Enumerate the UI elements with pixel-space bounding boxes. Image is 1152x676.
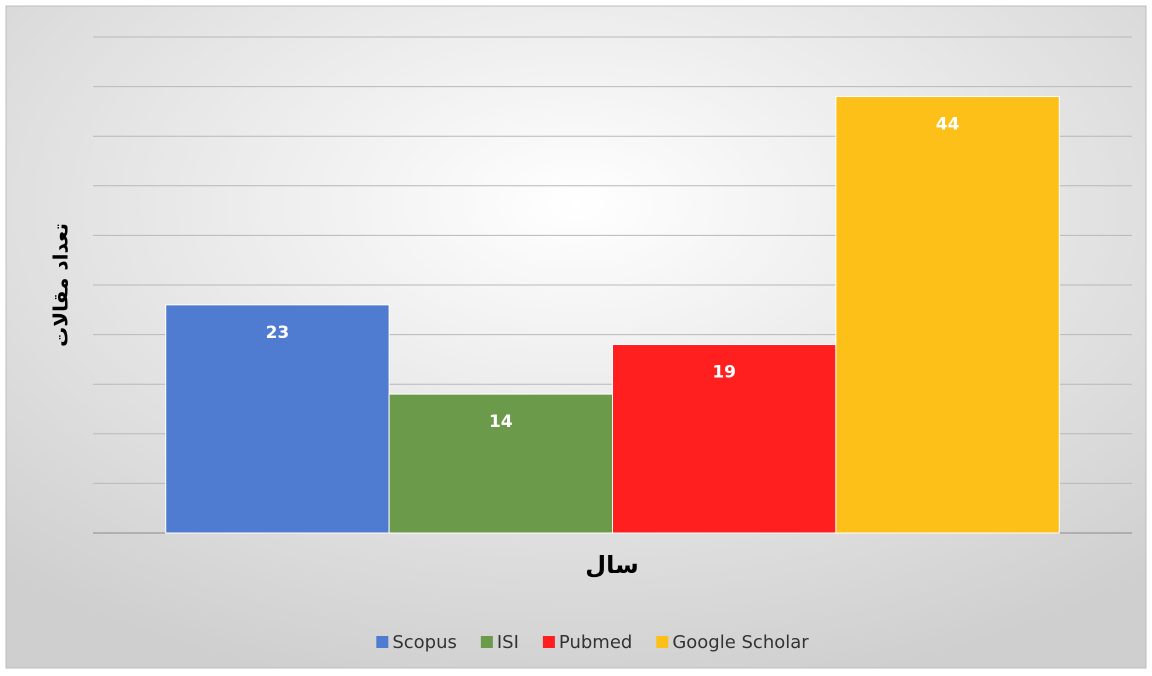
data-label: 14 — [489, 412, 513, 432]
legend-label: Scopus — [392, 632, 457, 653]
x-axis-label: سال — [585, 551, 638, 579]
data-label: 19 — [712, 363, 736, 383]
data-label: 44 — [936, 115, 960, 135]
data-label: 23 — [266, 323, 290, 343]
legend-label: Pubmed — [559, 632, 632, 653]
bar — [388, 393, 613, 534]
legend-label: ISI — [497, 632, 519, 653]
legend-swatch — [656, 636, 669, 648]
legend-swatch — [480, 636, 493, 648]
legend-label: Google Scholar — [672, 632, 809, 653]
legend-swatch — [376, 636, 389, 648]
legend-swatch — [542, 636, 555, 648]
bar — [835, 96, 1060, 534]
bar — [612, 344, 837, 534]
legend: Scopus ISI Pubmed Google Scholar — [376, 632, 809, 653]
y-axis-label: تعداد مقالات — [49, 223, 73, 347]
bar — [165, 304, 390, 534]
